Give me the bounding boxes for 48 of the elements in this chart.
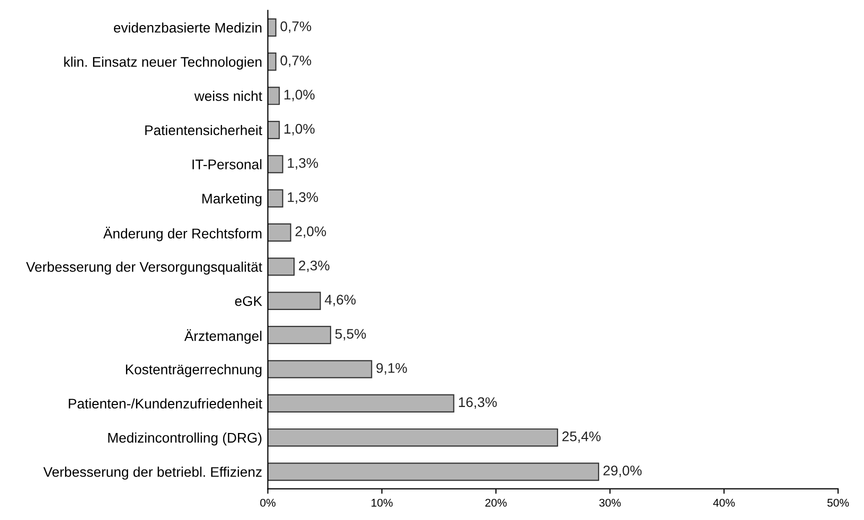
data-label: 4,6%: [324, 294, 356, 306]
x-tick-label: 0%: [260, 498, 276, 507]
bar: [268, 360, 372, 378]
bar: [268, 258, 295, 276]
y-tick-label: evidenzbasierte Medizin: [114, 22, 262, 33]
x-tick-label: 50%: [827, 498, 849, 507]
data-label: 1,3%: [288, 158, 318, 170]
y-tick-label: Kostenträgerrechnung: [126, 364, 262, 378]
y-tick-label: IT-Personal: [192, 159, 262, 170]
bar: [268, 52, 276, 71]
x-tick-label: 10%: [372, 498, 393, 507]
y-tick-label: Ärztemangel: [184, 329, 262, 344]
data-label: 29,0%: [603, 466, 642, 478]
bar: [268, 428, 558, 447]
data-label: 5,5%: [335, 328, 366, 340]
y-tick-label: Änderung der Rechtsform: [103, 226, 262, 242]
bar: [268, 394, 454, 412]
bar: [268, 155, 284, 174]
bar: [268, 223, 292, 242]
data-label: 25,4%: [562, 431, 601, 443]
bar: [268, 326, 332, 344]
data-label: 1,0%: [284, 90, 315, 102]
data-label: 9,1%: [376, 363, 407, 375]
y-tick-label: Marketing: [202, 193, 262, 206]
x-tick-label: 20%: [485, 498, 507, 507]
y-tick-label: Patienten-/Kundenzufriedenheit: [68, 398, 262, 409]
y-tick-label: weiss nicht: [194, 90, 262, 101]
x-tick-label: 40%: [713, 498, 735, 507]
data-label: 0,7%: [280, 21, 312, 33]
data-label: 1,3%: [288, 192, 318, 204]
y-tick-label: eGK: [235, 296, 262, 306]
bar: [268, 292, 321, 310]
data-label: 1,0%: [284, 124, 315, 136]
y-tick-label: Medizincontrolling (DRG): [108, 432, 262, 446]
data-label: 2,0%: [296, 226, 326, 238]
bar: [268, 462, 600, 481]
data-label: 0,7%: [280, 56, 312, 68]
bar: [268, 120, 280, 140]
y-tick-label: Patientensicherheit: [145, 124, 262, 136]
x-tick-label: 30%: [599, 498, 621, 507]
y-tick-label: Verbesserung der betriebl. Effizienz: [43, 466, 262, 480]
y-tick-label: Verbesserung der Versorgungsqualität: [26, 262, 262, 275]
data-label: 16,3%: [458, 397, 497, 409]
y-tick-label: klin. Einsatz neuer Technologien: [64, 56, 262, 70]
bar: [268, 86, 280, 105]
data-label: 2,3%: [298, 260, 330, 272]
bar: [268, 189, 284, 208]
bar: [268, 18, 276, 37]
